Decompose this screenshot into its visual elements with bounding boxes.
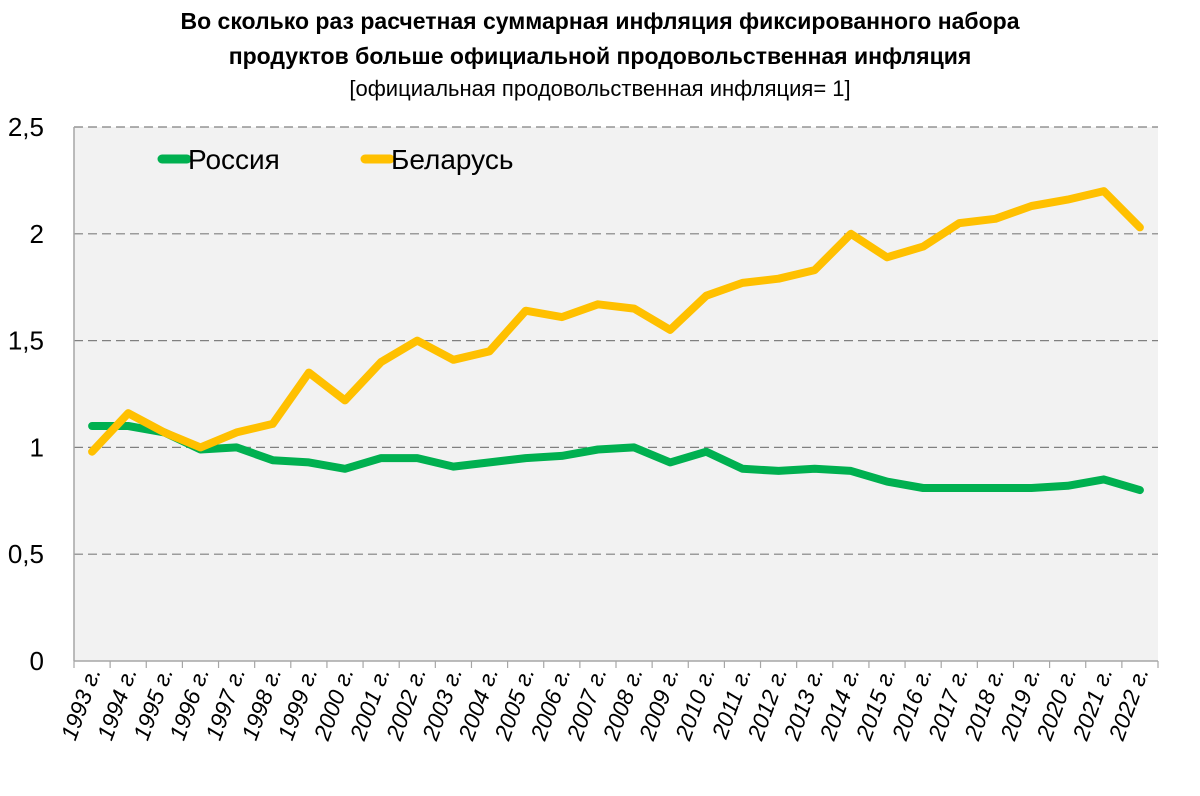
series-lines xyxy=(88,187,1144,495)
legend-label-belarus: Беларусь xyxy=(391,144,513,175)
y-tick-label: 2,5 xyxy=(8,112,44,142)
legend: Россия Беларусь xyxy=(157,144,513,175)
series-line-belarus xyxy=(88,187,1144,456)
y-tick-label: 1,5 xyxy=(8,326,44,356)
chart-subtitle: [официальная продовольственная инфляция=… xyxy=(349,76,851,101)
chart-title-line-1: Во сколько раз расчетная суммарная инфля… xyxy=(180,8,1020,34)
x-axis-tick-marks xyxy=(73,661,1159,668)
y-tick-label: 2 xyxy=(30,219,44,249)
x-axis-tick-labels: 1993 г.1994 г.1995 г.1996 г.1997 г.1998 … xyxy=(56,664,1154,745)
y-tick-label: 0 xyxy=(30,646,44,676)
y-tick-label: 0,5 xyxy=(8,539,44,569)
legend-label-russia: Россия xyxy=(188,144,280,175)
plot-area xyxy=(74,127,1158,661)
chart-title-line-2: продуктов больше официальной продовольст… xyxy=(228,43,972,69)
grid-lines xyxy=(74,126,1158,555)
y-axis-tick-labels: 0 0,5 1 1,5 2 2,5 xyxy=(8,112,44,676)
y-tick-label: 1 xyxy=(30,432,44,462)
series-line-russia xyxy=(88,422,1144,495)
